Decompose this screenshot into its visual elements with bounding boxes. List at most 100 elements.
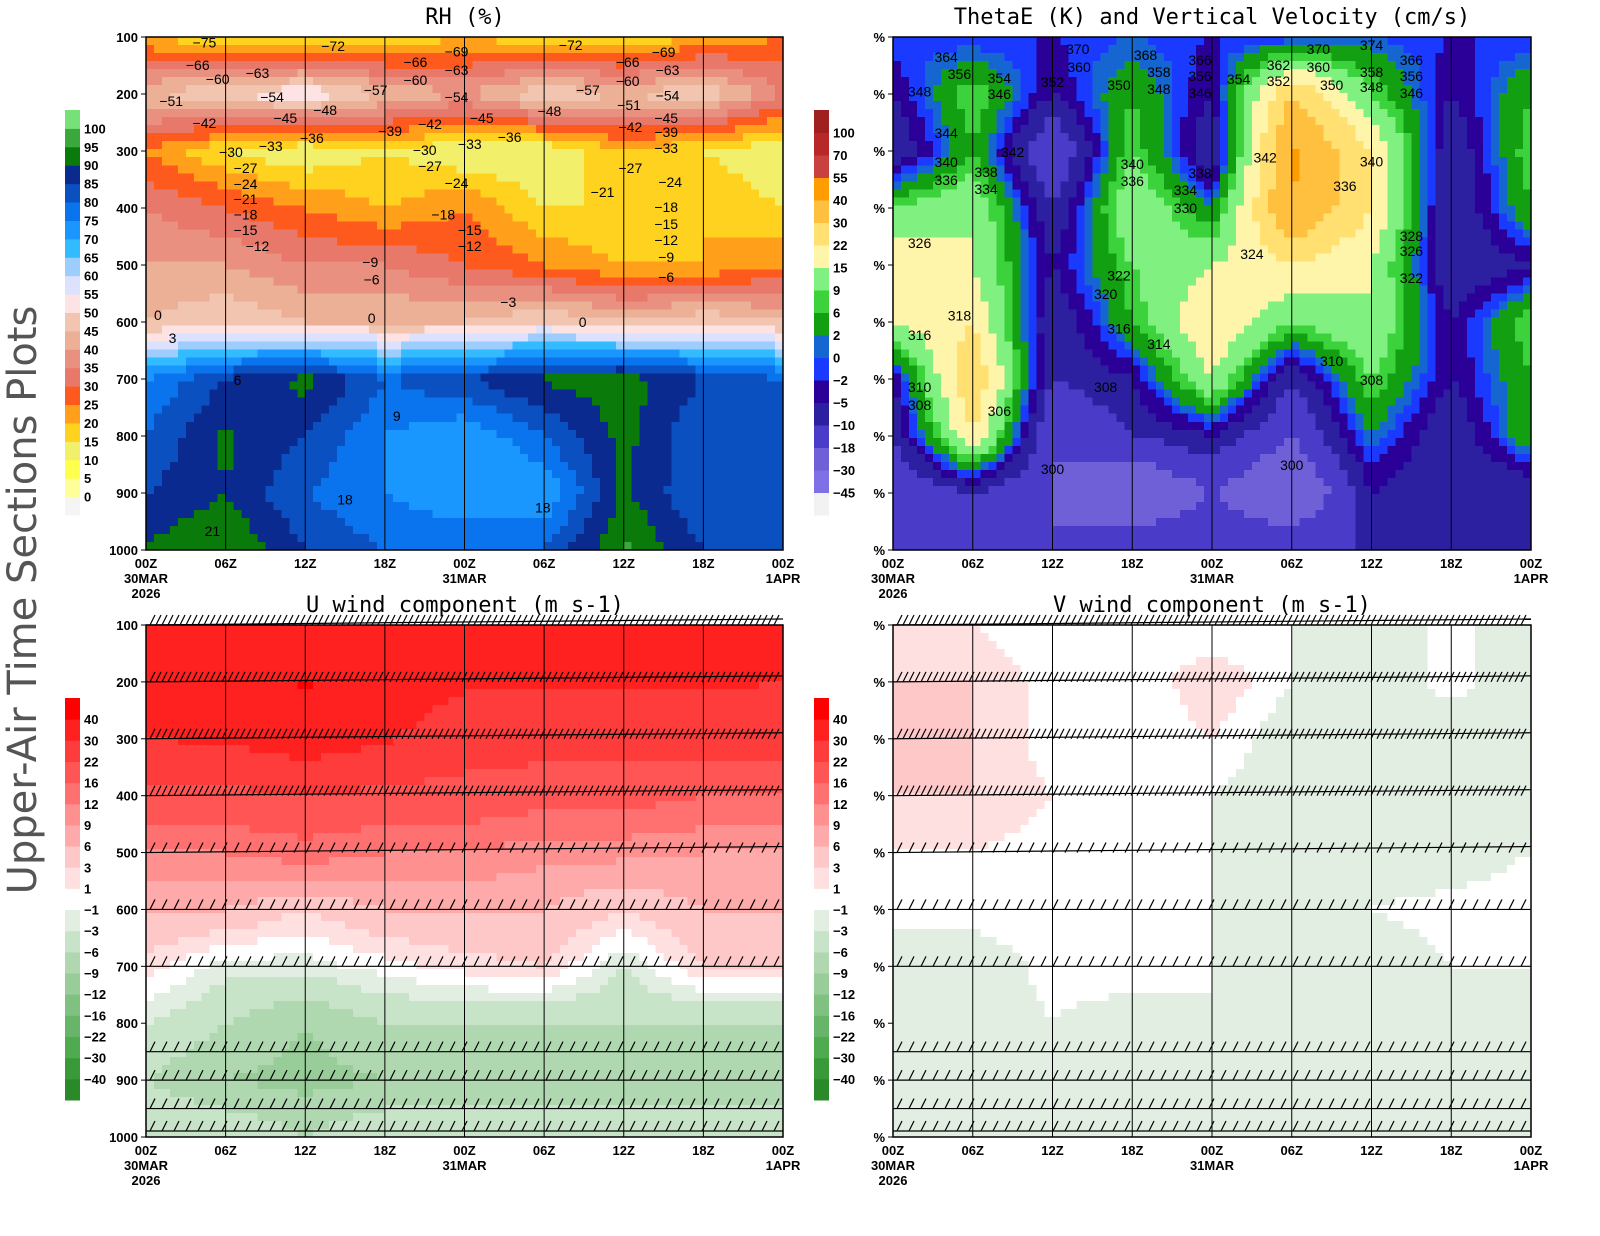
heatmap-cell — [512, 373, 521, 383]
heatmap-cell — [249, 157, 259, 166]
heatmap-cell — [544, 237, 553, 247]
heatmap-cell — [711, 397, 720, 407]
heatmap-cell — [456, 109, 466, 118]
heatmap-cell — [528, 317, 537, 327]
heatmap-cell — [552, 53, 561, 62]
heatmap-cell — [687, 149, 697, 158]
heatmap-cell — [583, 285, 593, 295]
heatmap-cell — [225, 157, 235, 166]
heatmap-cell — [305, 109, 314, 118]
heatmap-cell — [583, 253, 593, 263]
heatmap-cell — [591, 413, 601, 423]
heatmap-cell — [703, 301, 712, 311]
heatmap-cell — [337, 341, 346, 351]
heatmap-cell — [193, 525, 203, 535]
heatmap-cell — [607, 517, 617, 527]
heatmap-cell — [225, 389, 235, 399]
heatmap-cell — [353, 285, 362, 295]
heatmap-cell — [751, 285, 760, 295]
heatmap-cell — [146, 349, 155, 359]
heatmap-cell — [337, 493, 346, 503]
heatmap-cell — [345, 309, 354, 319]
heatmap-cell — [329, 101, 338, 110]
heatmap-cell — [392, 501, 402, 511]
heatmap-cell — [544, 285, 553, 295]
heatmap-cell — [591, 61, 601, 70]
heatmap-cell — [591, 517, 601, 527]
heatmap-cell — [161, 445, 171, 455]
heatmap-cell — [520, 437, 529, 447]
heatmap-cell — [209, 333, 219, 343]
heatmap-cell — [424, 317, 434, 327]
heatmap-cell — [392, 253, 402, 263]
heatmap-cell — [353, 333, 362, 343]
heatmap-cell — [448, 293, 458, 303]
heatmap-cell — [408, 285, 418, 295]
heatmap-cell — [615, 301, 625, 311]
heatmap-cell — [599, 349, 609, 359]
heatmap-cell — [337, 245, 346, 255]
heatmap-cell — [360, 157, 370, 166]
heatmap-cell — [504, 357, 513, 367]
heatmap-cell — [313, 533, 322, 543]
heatmap-cell — [568, 501, 577, 511]
heatmap-cell — [161, 181, 171, 190]
heatmap-cell — [639, 469, 649, 479]
heatmap-cell — [376, 197, 386, 206]
heatmap-cell — [177, 533, 187, 543]
heatmap-cell — [376, 381, 386, 391]
heatmap-cell — [703, 117, 712, 126]
heatmap-cell — [353, 197, 362, 206]
heatmap-cell — [456, 61, 466, 70]
heatmap-cell — [504, 213, 513, 222]
heatmap-cell — [727, 309, 736, 319]
heatmap-cell — [671, 85, 681, 94]
heatmap-cell — [153, 301, 163, 311]
heatmap-cell — [392, 485, 402, 495]
heatmap-cell — [520, 453, 529, 463]
heatmap-cell — [623, 301, 633, 311]
heatmap-cell — [456, 205, 466, 214]
heatmap-cell — [384, 517, 394, 527]
heatmap-cell — [305, 357, 314, 367]
heatmap-cell — [201, 269, 211, 279]
heatmap-cell — [360, 517, 370, 527]
heatmap-cell — [161, 45, 171, 54]
heatmap-cell — [249, 485, 259, 495]
heatmap-cell — [153, 469, 163, 479]
heatmap-cell — [583, 213, 593, 222]
heatmap-cell — [751, 469, 760, 479]
heatmap-cell — [615, 317, 625, 327]
heatmap-cell — [520, 205, 529, 214]
heatmap-cell — [568, 197, 577, 206]
heatmap-cell — [496, 181, 505, 190]
heatmap-cell — [743, 301, 752, 311]
heatmap-cell — [599, 53, 609, 62]
heatmap-cell — [249, 445, 259, 455]
heatmap-cell — [544, 173, 553, 182]
heatmap-cell — [313, 389, 322, 399]
heatmap-cell — [568, 389, 577, 399]
heatmap-cell — [217, 205, 227, 214]
heatmap-cell — [225, 333, 235, 343]
heatmap-cell — [456, 373, 466, 383]
heatmap-cell — [687, 333, 697, 343]
heatmap-cell — [305, 413, 314, 423]
heatmap-cell — [560, 37, 569, 46]
heatmap-cell — [265, 389, 274, 399]
heatmap-cell — [161, 77, 171, 86]
heatmap-cell — [209, 141, 219, 150]
heatmap-cell — [329, 125, 338, 134]
heatmap-cell — [727, 285, 736, 295]
heatmap-cell — [496, 285, 505, 295]
heatmap-cell — [520, 413, 529, 423]
heatmap-cell — [273, 189, 282, 198]
heatmap-cell — [305, 301, 314, 311]
heatmap-cell — [575, 461, 585, 471]
heatmap-cell — [241, 469, 251, 479]
heatmap-cell — [583, 501, 593, 511]
heatmap-cell — [440, 245, 450, 255]
heatmap-cell — [488, 85, 497, 94]
heatmap-cell — [360, 509, 370, 519]
heatmap-cell — [448, 349, 458, 359]
